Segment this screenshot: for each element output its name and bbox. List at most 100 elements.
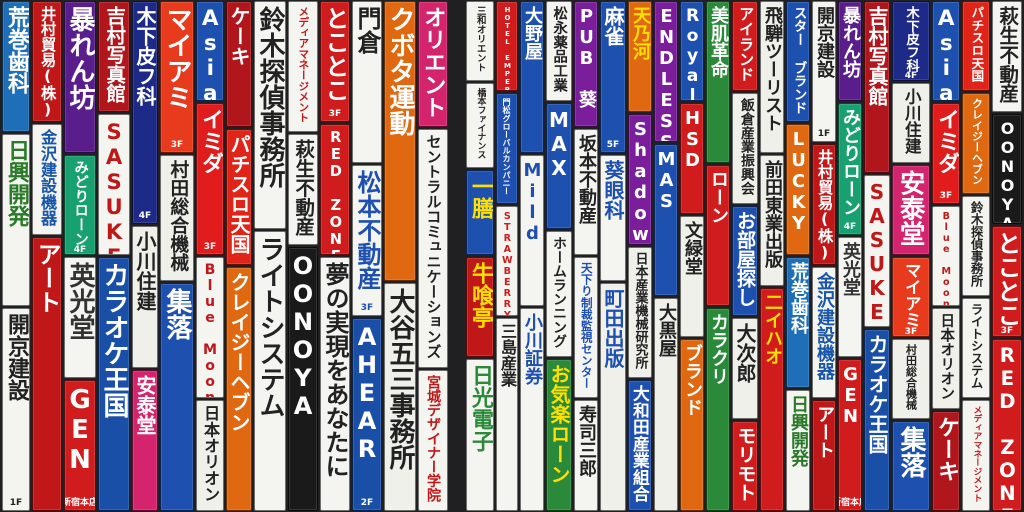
sign-text: LUCKY xyxy=(788,129,809,234)
sign-text: メディアマネージメント xyxy=(297,6,311,123)
sign-text: 橋本ファイナンス xyxy=(475,88,486,159)
shop-sign: 葵眼科 xyxy=(600,155,626,281)
sign-text: ENDLESS xyxy=(656,6,677,142)
sign-text: Blue Moon xyxy=(202,262,219,398)
shop-sign: 坂本不動産 xyxy=(574,129,598,255)
shop-sign: アイランド xyxy=(732,1,758,91)
sign-text: ケーキ xyxy=(934,416,959,482)
sign-floor-label: 新宿本店 xyxy=(65,498,95,508)
sign-text: オリエント xyxy=(420,6,447,118)
shop-sign: 天下り制裁監視センター xyxy=(574,257,598,398)
sign-text: PUB 葵 xyxy=(576,6,597,108)
shop-sign: 金沢建設機器 xyxy=(32,124,62,235)
shop-sign: 小川証券 xyxy=(520,308,544,511)
shop-sign: RED ZONE xyxy=(992,339,1022,511)
shop-sign: みどりローン 4F xyxy=(64,155,96,255)
sign-text: 日本産業機械研究所 xyxy=(632,252,648,369)
shop-sign: 英光堂 xyxy=(64,257,96,378)
shop-sign: 集落 xyxy=(160,283,194,511)
sign-text: 小川住建 xyxy=(133,231,157,311)
sign-floor-label: 4F xyxy=(904,71,918,81)
shop-sign: セントラルコミュニケーションズ xyxy=(418,129,448,368)
shop-sign: とことこ 3F xyxy=(992,226,1022,337)
sign-floor-label: 3F xyxy=(203,242,217,252)
sign-text: Asia xyxy=(933,6,959,101)
shop-sign: とことこ 3F xyxy=(320,1,350,122)
shop-sign: STRAWBERRY xyxy=(496,206,518,316)
sign-text: クレイジーヘブン xyxy=(970,98,984,185)
shop-sign: 英光堂 xyxy=(838,237,862,357)
shop-sign: パチスロ天国 xyxy=(226,129,252,265)
shop-sign: 寿司三郎 xyxy=(574,400,598,511)
sign-text: 天下り制裁監視センター xyxy=(579,262,594,389)
sign-text: 鈴木探偵事務所 xyxy=(969,201,984,287)
sign-text: とことこ xyxy=(321,6,349,102)
shop-sign: イミダ 3F xyxy=(932,103,960,204)
shop-sign: SASUKE xyxy=(864,175,890,327)
sign-floor-label: 新宿本店 xyxy=(839,498,861,508)
sign-text: みどりローン xyxy=(72,160,89,246)
shop-sign: 宮城デザイナー学院 xyxy=(418,370,448,511)
sign-text: マイアミ xyxy=(162,6,192,110)
sign-text: 英光堂 xyxy=(65,262,95,340)
sign-text: RED ZONE xyxy=(995,344,1019,511)
sign-text: MAS xyxy=(656,149,677,212)
sign-text: SASUKE xyxy=(865,180,889,324)
sign-text: 牛喰亭 xyxy=(468,262,493,328)
sign-text: 夢の実現をあなたに xyxy=(321,262,349,478)
sign-text: 前田東業出版 xyxy=(762,160,783,268)
sign-floor-label: 2F xyxy=(360,498,374,508)
shop-sign: 暴れん坊 xyxy=(64,1,96,153)
sign-text: 萩生不動産 xyxy=(291,139,315,236)
sign-text: 井村貿易(株) xyxy=(815,149,834,262)
shop-sign: 開京建設 1F xyxy=(812,1,836,142)
shop-sign: カラクリ xyxy=(706,308,730,511)
shop-sign: スター ブランド xyxy=(786,1,810,122)
shop-sign: 大黒屋 xyxy=(654,298,678,511)
shop-sign: メディアマネージメント xyxy=(962,400,990,511)
sign-text: 日興開発 xyxy=(4,139,29,227)
sign-text: 二イハオ xyxy=(762,293,783,365)
shop-sign: 天乃河 xyxy=(628,1,652,112)
sign-text: パチスロ天国 xyxy=(969,6,985,82)
sign-text: SASUKE xyxy=(101,119,127,255)
shop-sign: 大谷五三事務所 xyxy=(384,283,416,511)
sign-text: 葵眼科 xyxy=(601,160,625,220)
shop-sign: 飯倉産業振興会 xyxy=(732,93,758,204)
shop-sign: マイアミ 3F xyxy=(160,1,194,153)
sign-text: 門倉 xyxy=(353,6,381,54)
shop-sign: 暴れん坊 xyxy=(838,1,862,101)
shop-sign: 木下皮フ科 4F xyxy=(892,1,930,81)
shop-sign: 門倉 xyxy=(352,1,382,163)
sign-text: スター ブランド xyxy=(790,6,806,115)
sign-text: 寿司三郎 xyxy=(576,405,597,477)
shop-sign: OONOYA xyxy=(288,247,318,511)
sign-text: 開京建設 xyxy=(814,6,835,78)
shop-sign: カラオケ王国 xyxy=(98,257,130,511)
shop-sign: お部屋探し xyxy=(732,206,758,316)
sign-floor-label: 4F xyxy=(138,211,152,221)
shop-sign: 日光電子 xyxy=(466,359,494,511)
sign-text: ライトシステム xyxy=(969,303,984,389)
shop-sign: 麻雀 5F xyxy=(600,1,626,153)
sign-text: 町田出版 xyxy=(601,288,625,368)
sign-text: クレイジーヘブン xyxy=(227,272,251,432)
sign-text: ローン xyxy=(708,170,729,224)
sign-text: MAX xyxy=(547,108,571,180)
sign-text: パチスロ天国 xyxy=(227,134,251,254)
sign-text: Asia xyxy=(197,6,223,101)
sign-text: 暴れん坊 xyxy=(840,6,861,78)
sign-text: HOTEL EMPEROR xyxy=(503,6,512,91)
sign-text: 松永薬品工業 xyxy=(551,6,568,92)
sign-text: カラクリ xyxy=(708,313,729,385)
sign-text: アート xyxy=(33,242,61,314)
sign-text: ライトシステム xyxy=(255,236,285,418)
sign-text: 荒巻歯科 xyxy=(788,262,809,334)
shop-sign: MAS xyxy=(654,144,678,296)
shop-sign: 大野屋 xyxy=(520,1,544,153)
shop-sign: 荒巻歯科 xyxy=(2,1,30,132)
shop-sign: 萩生不動産 xyxy=(992,1,1022,112)
shop-sign: みどりローン 4F xyxy=(838,103,862,235)
sign-text: OONOYA xyxy=(289,252,317,420)
sign-text: 美肌革命 xyxy=(708,6,729,78)
